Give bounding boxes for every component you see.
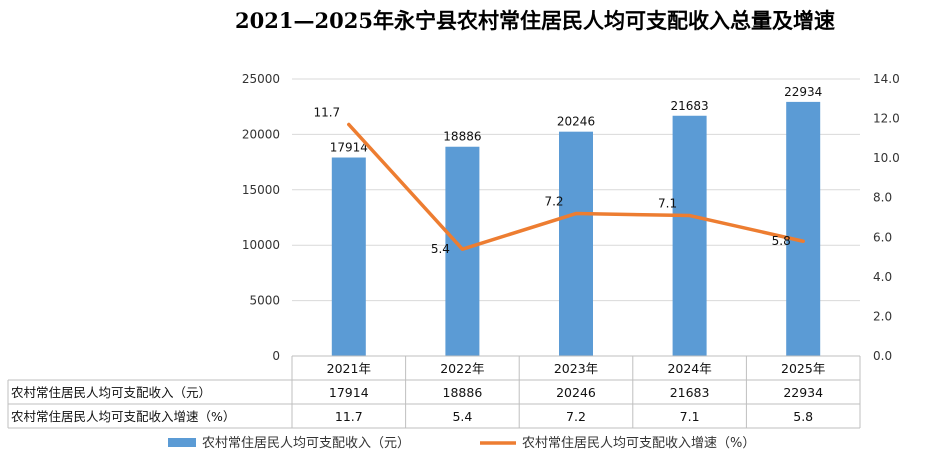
category-label: 2023年 [554, 361, 598, 376]
bar-data-labels: 17914 18886 20246 21683 22934 [330, 85, 823, 155]
bar [672, 115, 707, 357]
right-tick-label: 10.0 [873, 151, 900, 165]
table-cell: 7.1 [680, 409, 700, 424]
line-data-label: 5.8 [772, 234, 791, 248]
table-cell: 7.2 [566, 409, 586, 424]
right-tick-label: 6.0 [873, 230, 892, 244]
right-axis-ticks: 0.0 2.0 4.0 6.0 8.0 10.0 12.0 14.0 [873, 72, 900, 363]
table-cell: 5.4 [452, 409, 472, 424]
category-label: 2025年 [781, 361, 825, 376]
bar-data-label: 18886 [443, 130, 481, 144]
table-cell: 11.7 [335, 409, 363, 424]
line-data-label: 5.4 [431, 242, 450, 256]
table-cell: 18886 [443, 385, 483, 400]
right-tick-label: 14.0 [873, 72, 900, 86]
table-row-label: 农村常住居民人均可支配收入增速（%） [11, 409, 235, 424]
legend-bar-label: 农村常住居民人均可支配收入（元） [202, 436, 410, 451]
right-tick-label: 8.0 [873, 191, 892, 205]
table-cell: 5.8 [793, 409, 813, 424]
chart-title: 2021—2025年永宁县农村常住居民人均可支配收入总量及增速 [235, 8, 835, 33]
line-series [347, 122, 805, 251]
right-tick-label: 2.0 [873, 309, 892, 323]
line-data-label: 7.1 [658, 197, 677, 211]
line-data-label: 11.7 [313, 106, 340, 120]
right-tick-label: 4.0 [873, 270, 892, 284]
bar-data-label: 17914 [330, 141, 368, 155]
legend-line-label: 农村常住居民人均可支配收入增速（%） [522, 436, 755, 451]
line-data-labels: 11.7 5.4 7.2 7.1 5.8 [313, 106, 790, 257]
bar [786, 101, 821, 356]
table-cell: 21683 [670, 385, 710, 400]
table-row-label: 农村常住居民人均可支配收入（元） [11, 385, 211, 400]
bar-data-label: 20246 [557, 115, 595, 129]
bar-data-label: 22934 [784, 85, 822, 99]
left-axis-ticks: 0 5000 10000 15000 20000 25000 [242, 72, 280, 363]
bar-series [331, 101, 821, 357]
left-tick-label: 15000 [242, 183, 280, 197]
line-point [688, 214, 692, 218]
legend-bar-swatch [168, 438, 196, 447]
bar [331, 157, 366, 356]
category-label: 2022年 [440, 361, 484, 376]
right-tick-label: 0.0 [873, 349, 892, 363]
table-cell: 20246 [556, 385, 596, 400]
left-tick-label: 10000 [242, 238, 280, 252]
bar-data-label: 21683 [671, 99, 709, 113]
right-tick-label: 12.0 [873, 112, 900, 126]
category-label: 2024年 [667, 361, 711, 376]
line-point [460, 247, 464, 251]
table-cell: 17914 [329, 385, 369, 400]
left-tick-label: 5000 [249, 294, 280, 308]
data-table: 2021年 2022年 2023年 2024年 2025年农村常住居民人均可支配收入（元… [7, 355, 861, 429]
left-tick-label: 20000 [242, 127, 280, 141]
bar [445, 146, 480, 356]
category-label: 2021年 [327, 361, 371, 376]
legend: 农村常住居民人均可支配收入（元） 农村常住居民人均可支配收入增速（%） [168, 436, 755, 451]
line-point [574, 212, 578, 216]
line-point [347, 123, 351, 127]
left-tick-label: 25000 [242, 72, 280, 86]
line-point [801, 239, 805, 243]
table-cell: 22934 [783, 385, 823, 400]
bar [559, 131, 593, 356]
line-data-label: 7.2 [544, 195, 563, 209]
left-tick-label: 0 [272, 349, 280, 363]
